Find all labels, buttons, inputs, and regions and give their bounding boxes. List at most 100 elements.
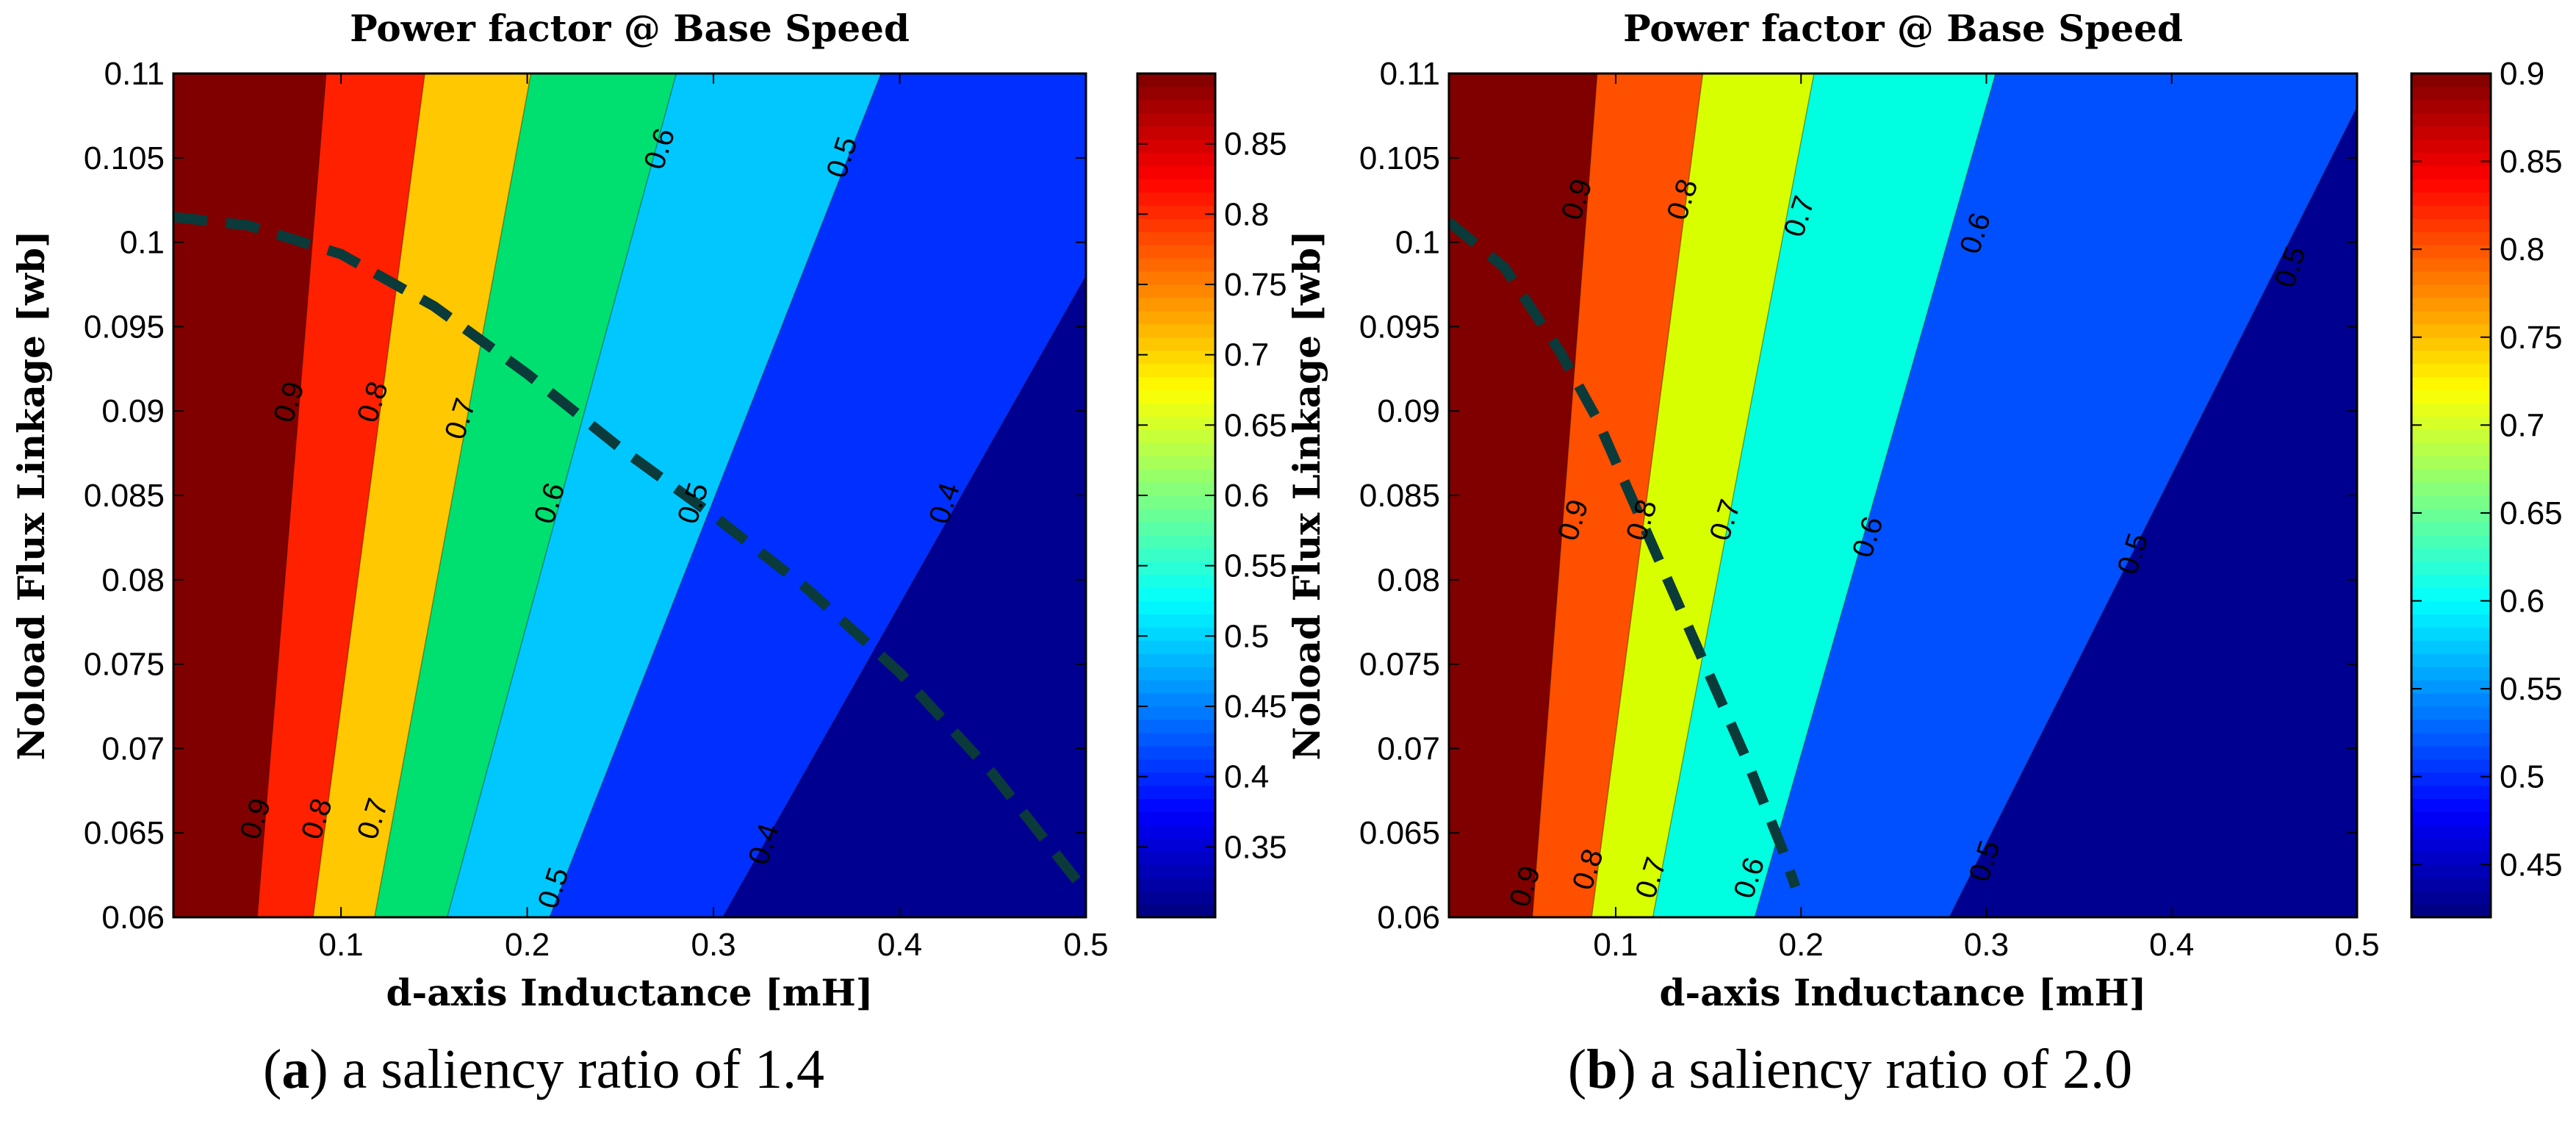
- colorbar-band: [2411, 574, 2491, 589]
- colorbar-band: [2411, 126, 2491, 140]
- y-tick-label: 0.095: [1359, 309, 1440, 345]
- colorbar-tick-label: 0.7: [2500, 407, 2544, 443]
- x-axis-label: d-axis Inductance [mH]: [1660, 971, 2147, 1014]
- colorbar-tick-label: 0.35: [1224, 829, 1287, 865]
- colorbar-band: [1137, 270, 1215, 285]
- colorbar-band: [1137, 679, 1215, 694]
- colorbar-tick-label: 0.75: [2500, 320, 2563, 356]
- colorbar-band: [2411, 864, 2491, 878]
- colorbar-band: [2411, 310, 2491, 325]
- colorbar-band: [2411, 402, 2491, 417]
- y-tick-label: 0.105: [1359, 140, 1440, 176]
- x-tick-label: 0.1: [319, 927, 364, 963]
- colorbar-band: [1137, 903, 1215, 918]
- contour-fill: [1449, 73, 2357, 917]
- contour-line: [312, 73, 425, 917]
- colorbar-tick-label: 0.4: [1224, 759, 1269, 795]
- colorbar-band: [2411, 297, 2491, 312]
- colorbar-band: [2411, 587, 2491, 601]
- colorbar-tick-label: 0.75: [1224, 267, 1287, 303]
- x-tick-label: 0.3: [1964, 927, 2009, 963]
- x-tick-label: 0.1: [1593, 927, 1638, 963]
- colorbar: 0.45 0.5 0.55 0.6 0.65 0.7 0.75 0.8 0.85 0.9: [2410, 56, 2563, 919]
- colorbar-band: [2411, 86, 2491, 101]
- y-tick-label: 0.095: [84, 309, 165, 345]
- colorbar-band: [1137, 824, 1215, 839]
- colorbar-band: [2411, 824, 2491, 839]
- caption-panel-label: a: [281, 1039, 309, 1100]
- colorbar-band: [2411, 455, 2491, 470]
- colorbar-tick-label: 0.65: [2500, 495, 2563, 531]
- colorbar-band: [1137, 99, 1215, 114]
- colorbar-band: [1137, 297, 1215, 312]
- colorbar-band: [1137, 323, 1215, 338]
- colorbar-band: [1137, 587, 1215, 601]
- colorbar-band: [1137, 508, 1215, 523]
- colorbar-band: [2411, 257, 2491, 272]
- colorbar-tick-label: 0.6: [1224, 478, 1269, 514]
- contour-line: [1949, 107, 2357, 917]
- contour-region: [1949, 107, 2357, 917]
- x-tick-label: 0.3: [691, 927, 735, 963]
- y-tick-label: 0.11: [1380, 56, 1440, 92]
- y-tick-label: 0.1: [1395, 225, 1440, 261]
- colorbar: 0.35 0.4 0.45 0.5 0.55 0.6 0.65 0.7 0.75 0.8 0.85: [1136, 72, 1287, 919]
- colorbar-band: [2411, 877, 2491, 892]
- colorbar-band: [2411, 73, 2491, 87]
- colorbar-band: [2411, 231, 2491, 245]
- x-tick-label: 0.5: [2334, 927, 2379, 963]
- colorbar-tick-label: 0.8: [1224, 196, 1269, 232]
- colorbar-band: [2411, 759, 2491, 773]
- contour-line: [1754, 73, 1996, 917]
- colorbar-band: [1137, 745, 1215, 760]
- colorbar-frame: [2410, 72, 2492, 919]
- colorbar-band: [1137, 139, 1215, 154]
- y-tick-label: 0.06: [1377, 900, 1440, 936]
- contour-line: [722, 276, 1086, 917]
- colorbar-tick-label: 0.65: [1224, 407, 1287, 443]
- y-axis-label: Noload Flux Linkage [wb]: [10, 230, 53, 760]
- colorbar-band: [1137, 772, 1215, 786]
- colorbar-band: [2411, 390, 2491, 404]
- colorbar-band: [2411, 495, 2491, 509]
- colorbar-band: [1137, 376, 1215, 390]
- colorbar-band: [1137, 534, 1215, 549]
- colorbar-band: [1137, 415, 1215, 430]
- colorbar-tick-label: 0.6: [2500, 584, 2544, 620]
- colorbar-band: [2411, 639, 2491, 654]
- colorbar-tick-label: 0.5: [1224, 618, 1269, 654]
- colorbar-band: [1137, 126, 1215, 140]
- y-tick-label: 0.075: [1359, 647, 1440, 683]
- contour-line: [1652, 73, 1815, 917]
- colorbar-band: [1137, 86, 1215, 101]
- colorbar-band: [2411, 323, 2491, 338]
- colorbar-band: [1137, 244, 1215, 259]
- colorbar-tick-label: 0.45: [1224, 689, 1287, 725]
- colorbar-band: [2411, 179, 2491, 193]
- colorbar-band: [1137, 428, 1215, 443]
- y-tick-label: 0.075: [84, 647, 165, 683]
- y-tick-label: 0.105: [84, 140, 165, 176]
- colorbar-band: [1137, 350, 1215, 365]
- caption-paren: (: [263, 1039, 281, 1100]
- colorbar-band: [2411, 719, 2491, 734]
- y-axis-label: Noload Flux Linkage [wb]: [1285, 230, 1328, 760]
- colorbar-band: [2411, 337, 2491, 351]
- colorbar-band: [1137, 706, 1215, 720]
- colorbar-band: [1137, 231, 1215, 245]
- colorbar-band: [2411, 903, 2491, 918]
- colorbar-band: [2411, 376, 2491, 390]
- colorbar-band: [1137, 850, 1215, 865]
- panel-a: 0.9 0.8 0.70.60.6 0.50.5 0.40.9 0.8 0.70.50.40…: [10, 7, 1287, 1100]
- caption-panel-label: b: [1586, 1039, 1617, 1100]
- colorbar-band: [1137, 574, 1215, 589]
- colorbar-band: [1137, 218, 1215, 232]
- colorbar-band: [2411, 811, 2491, 825]
- colorbar-band: [2411, 679, 2491, 694]
- caption-text: a saliency ratio of 1.4: [342, 1039, 824, 1100]
- colorbar-band: [1137, 877, 1215, 892]
- colorbar-band: [1137, 363, 1215, 378]
- colorbar-band: [2411, 191, 2491, 206]
- dashed-curve: [1449, 218, 1801, 889]
